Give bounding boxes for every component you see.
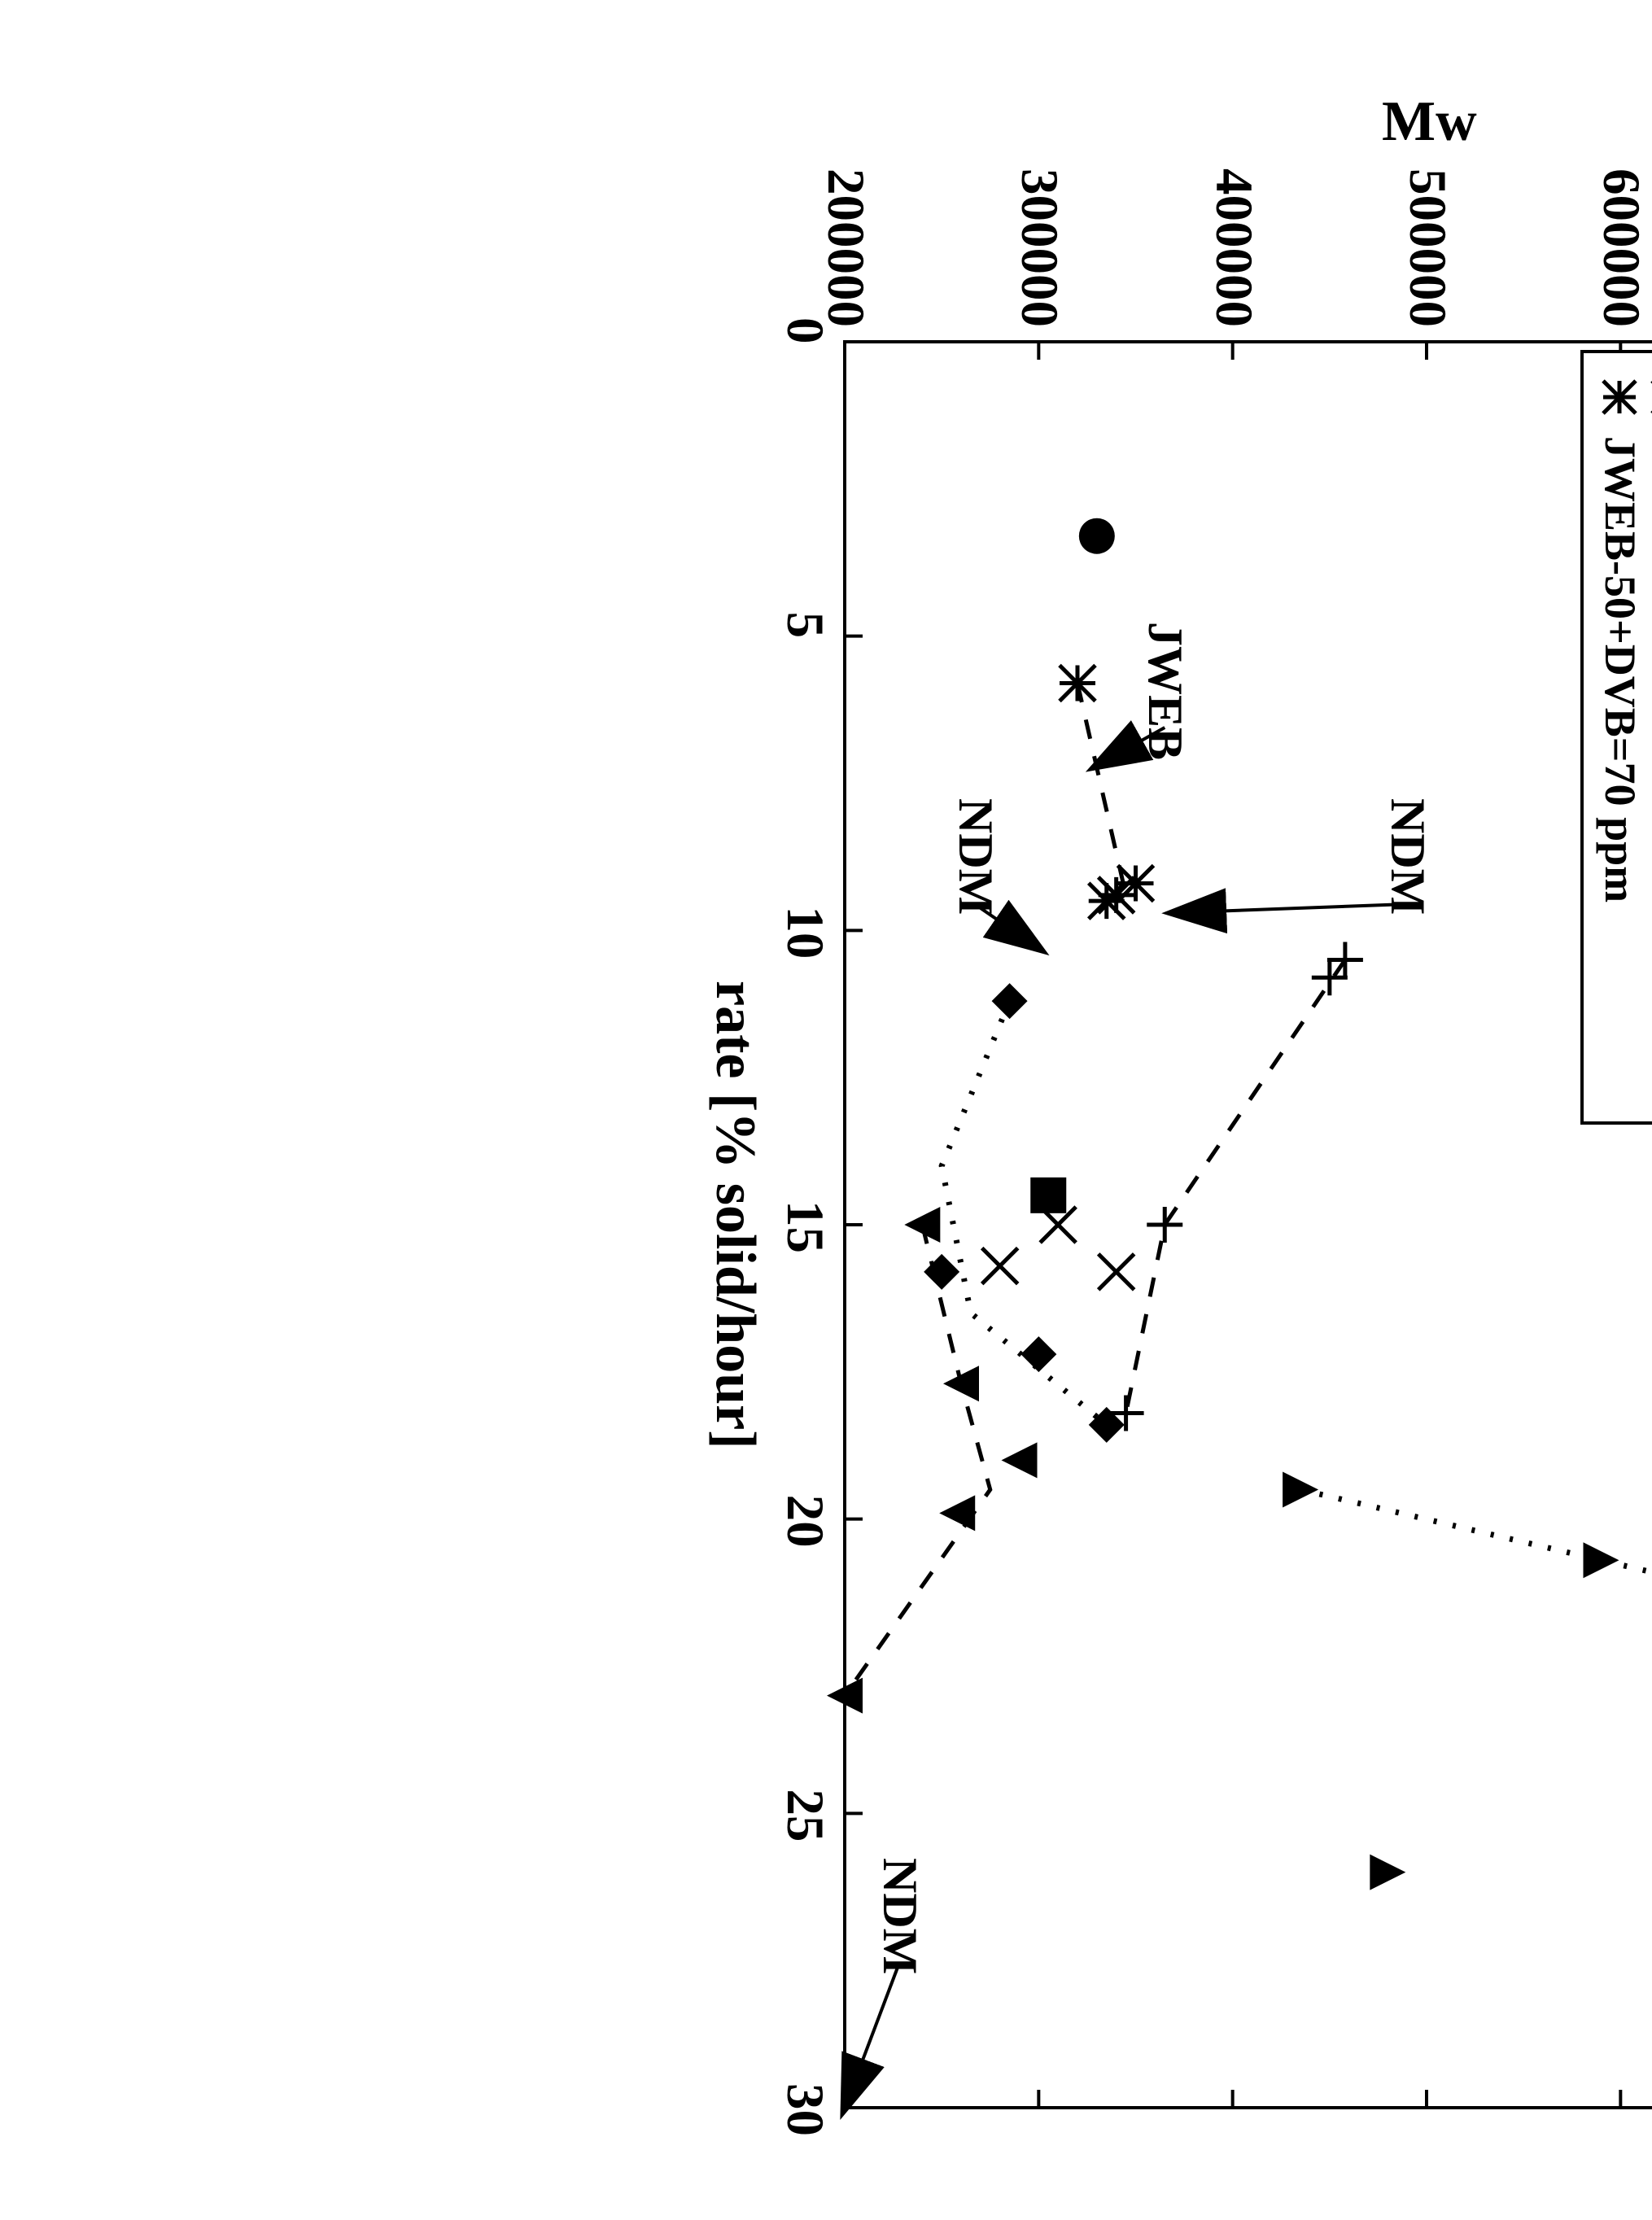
y-tick-label: 300000 <box>1008 168 1069 327</box>
y-tick-label: 500000 <box>1396 168 1458 327</box>
legend-item: JWEB-50 <box>1644 373 1652 1102</box>
x-axis-label: rate [% solid/hour] <box>702 981 767 1449</box>
y-tick-label: 400000 <box>1203 168 1264 327</box>
x-tick-label: 15 <box>774 1200 835 1253</box>
y-axis-label: Mw <box>1382 90 1477 155</box>
x-tick-label: 5 <box>774 612 835 639</box>
legend-label: JWEB-50+DVB=70 ppm <box>1595 436 1643 902</box>
annotation-label: NDM <box>872 1858 928 1974</box>
x-tick-label: 10 <box>774 906 835 959</box>
legend-label: JWEB-50 <box>1644 436 1652 619</box>
legend-marker-icon <box>1644 373 1652 422</box>
y-tick-label: 200000 <box>815 168 876 327</box>
x-tick-label: 25 <box>774 1789 835 1842</box>
legend-marker-icon <box>1595 373 1644 422</box>
annotation-label: NDM <box>1379 798 1436 915</box>
legend-item: JWEB-50+DVB=70 ppm <box>1595 373 1644 1102</box>
legend: L531+L233Thermal polymerizationL531+L233… <box>1580 350 1652 1125</box>
annotation-label: NDM <box>947 798 1003 915</box>
x-tick-label: 30 <box>774 2083 835 2136</box>
y-tick-label: 600000 <box>1590 168 1651 327</box>
annotation-label: JWEB <box>1137 622 1193 760</box>
x-tick-label: 20 <box>774 1495 835 1548</box>
